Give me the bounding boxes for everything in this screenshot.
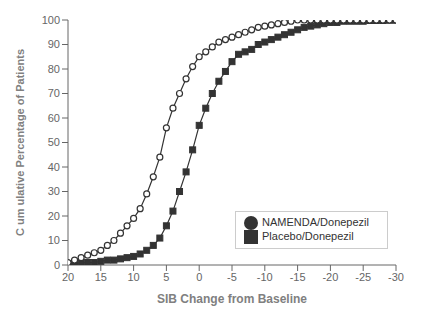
svg-text:5: 5 (163, 271, 169, 283)
svg-text:90: 90 (48, 38, 60, 50)
svg-text:40: 40 (48, 161, 60, 173)
svg-text:10: 10 (127, 271, 139, 283)
svg-text:-20: -20 (322, 271, 338, 283)
svg-text:-30: -30 (388, 271, 404, 283)
svg-text:-5: -5 (227, 271, 237, 283)
svg-text:50: 50 (48, 136, 60, 148)
svg-text:SIB Change from Baseline: SIB Change from Baseline (157, 292, 307, 306)
svg-text:C um ulative Percentage of Pat: C um ulative Percentage of Patients (14, 49, 26, 236)
svg-text:100: 100 (42, 14, 60, 26)
svg-text:0: 0 (196, 271, 202, 283)
html-text:NAMENDA/Donepezil: NAMENDA/Donepezil (262, 215, 369, 228)
svg-text:30: 30 (48, 185, 60, 197)
svg-text:0: 0 (54, 259, 60, 271)
svg-text:15: 15 (95, 271, 107, 283)
svg-text:20: 20 (48, 210, 60, 222)
svg-text:-25: -25 (355, 271, 371, 283)
svg-text:60: 60 (48, 112, 60, 124)
svg-text:-10: -10 (257, 271, 273, 283)
svg-text:70: 70 (48, 87, 60, 99)
html-text:Placebo/Donepezil: Placebo/Donepezil (262, 229, 354, 242)
svg-text:10: 10 (48, 234, 60, 246)
svg-text:-15: -15 (290, 271, 306, 283)
svg-text:20: 20 (62, 271, 74, 283)
svg-text:80: 80 (48, 63, 60, 75)
